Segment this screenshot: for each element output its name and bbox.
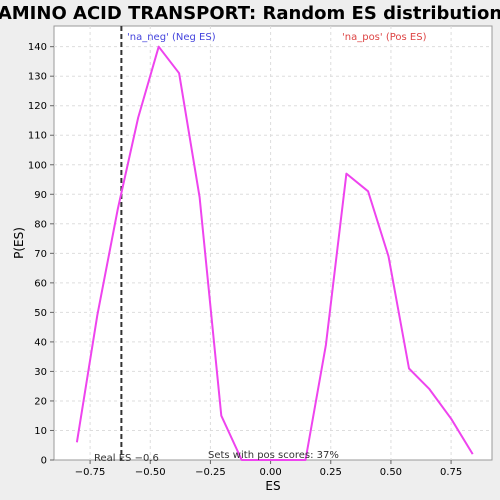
y-tick-label: 60 (34, 278, 47, 289)
y-tick-label: 70 (34, 249, 47, 260)
y-axis-ticks: 0 10 20 30 40 50 60 70 80 90 100 110 120 130 140 (28, 42, 54, 467)
chart-title: AMINO ACID TRANSPORT: Random ES distribu… (0, 3, 500, 24)
y-tick-label: 90 (34, 190, 47, 201)
x-tick-label: 0.25 (320, 467, 342, 478)
neg-es-label: 'na_neg' (Neg ES) (127, 32, 216, 43)
y-tick-label: 130 (28, 72, 47, 83)
x-axis-label: ES (265, 479, 280, 493)
y-tick-label: 110 (28, 131, 47, 142)
pos-scores-label: Sets with pos scores: 37% (208, 450, 339, 461)
y-tick-label: 100 (28, 160, 47, 171)
x-axis-ticks: −0.75 −0.50 −0.25 0.00 0.25 0.50 0.75 (75, 460, 462, 478)
es-distribution-line (75, 45, 474, 461)
y-tick-label: 10 (34, 426, 47, 437)
x-tick-label: −0.25 (195, 467, 226, 478)
x-tick-label: −0.50 (135, 467, 166, 478)
y-tick-label: 20 (34, 396, 47, 407)
y-axis-label: P(ES) (12, 227, 26, 259)
real-es-label: Real ES −0.6 (94, 453, 159, 464)
pos-es-label: 'na_pos' (Pos ES) (342, 32, 427, 43)
y-tick-label: 0 (41, 456, 47, 467)
x-tick-label: 0.50 (380, 467, 402, 478)
y-tick-label: 140 (28, 42, 47, 53)
x-tick-label: −0.75 (75, 467, 106, 478)
plot-background (53, 25, 493, 461)
y-tick-label: 80 (34, 219, 47, 230)
x-tick-label: 0.00 (259, 467, 281, 478)
grid-lines (54, 26, 492, 460)
x-tick-label: 0.75 (440, 467, 462, 478)
y-tick-label: 30 (34, 367, 47, 378)
y-tick-label: 40 (34, 337, 47, 348)
y-tick-label: 120 (28, 101, 47, 112)
y-tick-label: 50 (34, 308, 47, 319)
